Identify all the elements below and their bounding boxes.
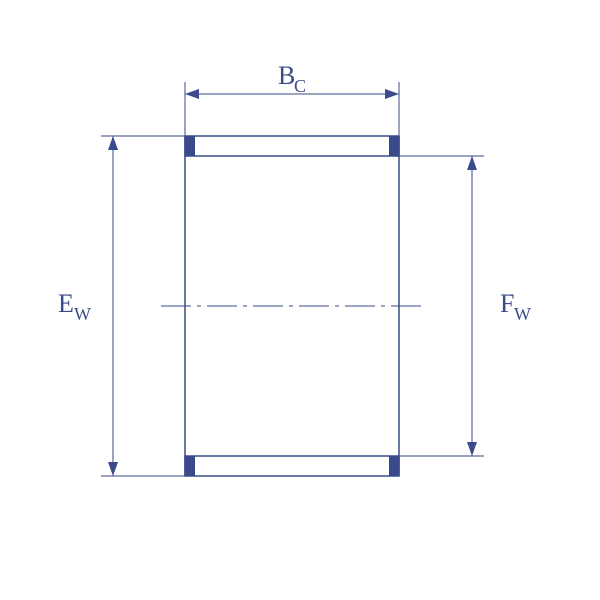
corner-fill xyxy=(389,136,399,146)
svg-text:W: W xyxy=(74,304,91,324)
svg-text:F: F xyxy=(500,289,514,318)
svg-text:B: B xyxy=(278,61,295,90)
corner-fill xyxy=(185,466,195,476)
svg-text:W: W xyxy=(514,304,531,324)
corner-fill xyxy=(185,456,195,466)
svg-text:E: E xyxy=(58,289,74,318)
label-fw: FW xyxy=(500,289,531,324)
corner-fill xyxy=(389,456,399,466)
label-ew: EW xyxy=(58,289,91,324)
corner-fill xyxy=(389,466,399,476)
corner-fill xyxy=(185,136,195,146)
corner-fill xyxy=(389,146,399,156)
label-bc: BC xyxy=(278,61,306,96)
corner-fill xyxy=(185,146,195,156)
svg-text:C: C xyxy=(294,76,306,96)
